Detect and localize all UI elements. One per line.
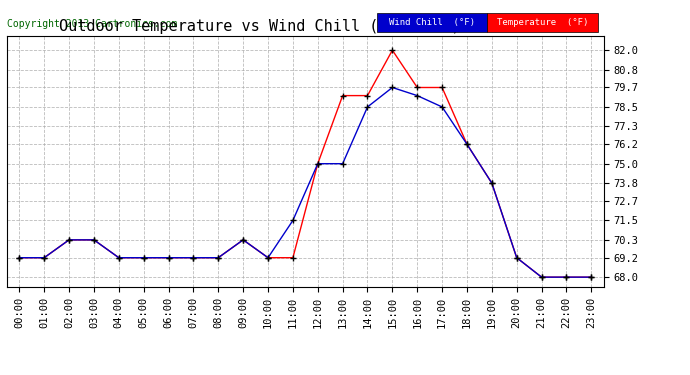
FancyBboxPatch shape	[487, 13, 598, 32]
Text: Temperature  (°F): Temperature (°F)	[497, 18, 588, 27]
Title: Outdoor Temperature vs Wind Chill (24 Hours)  20130919: Outdoor Temperature vs Wind Chill (24 Ho…	[59, 20, 552, 34]
Text: Copyright 2013 Cartronics.com: Copyright 2013 Cartronics.com	[7, 20, 177, 29]
Text: Wind Chill  (°F): Wind Chill (°F)	[389, 18, 475, 27]
FancyBboxPatch shape	[377, 13, 487, 32]
